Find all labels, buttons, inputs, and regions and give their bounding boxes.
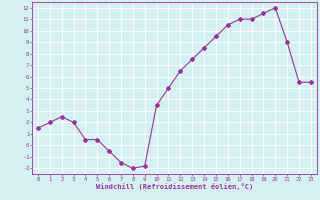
X-axis label: Windchill (Refroidissement éolien,°C): Windchill (Refroidissement éolien,°C) bbox=[96, 183, 253, 190]
